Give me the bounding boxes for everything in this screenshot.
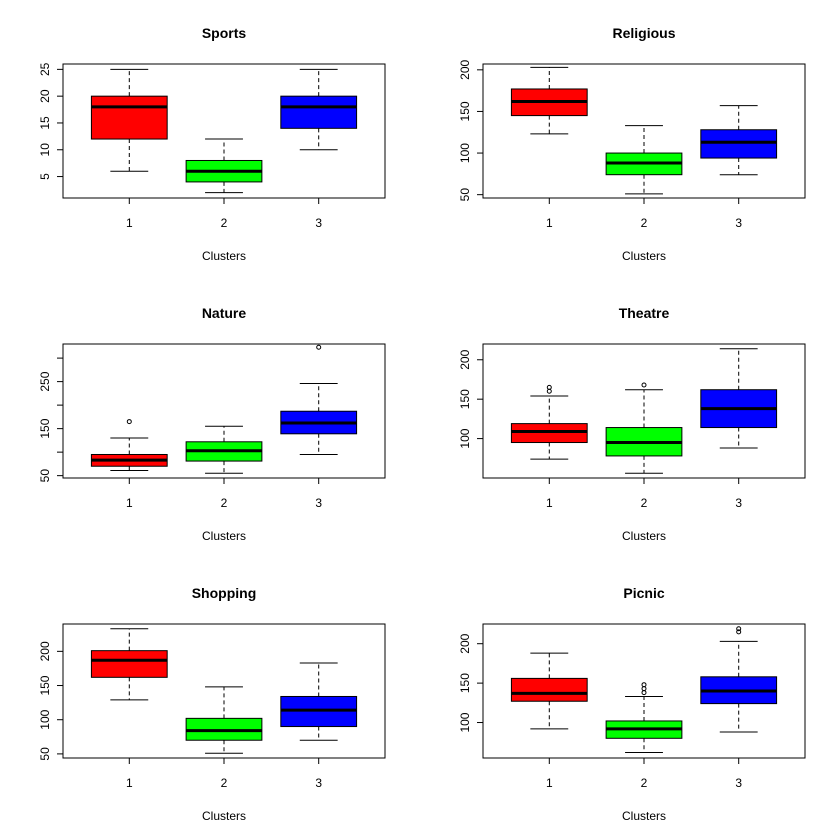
- chart-title: Picnic: [623, 585, 664, 601]
- panel-shopping: Shopping Clusters 1 2 3 50 100 150 200: [38, 585, 386, 823]
- x-tick-label: 2: [221, 496, 228, 510]
- box-cluster-2: [605, 682, 683, 753]
- y-tick-label: 100: [458, 712, 472, 732]
- chart-title: Nature: [202, 305, 247, 321]
- x-axis-label: Clusters: [202, 249, 246, 263]
- y-tick-label: 150: [38, 418, 52, 438]
- y-tick-label: 200: [458, 633, 472, 653]
- outlier-point: [546, 388, 552, 394]
- x-tick-label: 3: [735, 216, 742, 230]
- box-cluster-2: [605, 382, 683, 474]
- y-tick-label: 100: [458, 143, 472, 163]
- x-axis-label: Clusters: [202, 529, 246, 543]
- box-cluster-2: [185, 686, 263, 754]
- chart-title: Religious: [612, 25, 675, 41]
- x-tick-label: 2: [221, 776, 228, 790]
- panel-sports: Sports Clusters 1 2 3 5 10 15 20 25: [38, 25, 386, 263]
- outlier-point: [736, 626, 742, 632]
- outlier-point: [736, 629, 742, 635]
- y-tick-label: 100: [458, 428, 472, 448]
- y-tick-label: 250: [38, 371, 52, 391]
- x-tick-label: 3: [735, 496, 742, 510]
- x-tick-label: 1: [546, 776, 553, 790]
- box-cluster-1: [510, 384, 588, 460]
- y-tick-label: 50: [458, 188, 472, 202]
- box-cluster-1: [510, 66, 588, 135]
- x-tick-label: 1: [126, 496, 133, 510]
- y-tick-label: 10: [38, 143, 52, 157]
- panel-theatre: Theatre Clusters 1 2 3 100 150 200: [458, 305, 806, 543]
- y-tick-label: 150: [458, 389, 472, 409]
- box-cluster-2: [605, 125, 683, 195]
- x-tick-label: 1: [546, 216, 553, 230]
- box-cluster-2: [185, 138, 263, 194]
- box-cluster-1: [90, 419, 168, 471]
- y-tick-label: 5: [38, 173, 52, 180]
- x-tick-label: 2: [641, 496, 648, 510]
- panel-nature: Nature Clusters 1 2 3 50 150 250: [38, 305, 386, 543]
- box-cluster-1: [510, 652, 588, 730]
- iqr-box: [280, 95, 358, 129]
- chart-title: Shopping: [192, 585, 257, 601]
- x-tick-label: 3: [315, 496, 322, 510]
- iqr-box: [510, 423, 588, 444]
- y-tick-label: 200: [458, 349, 472, 369]
- outlier-point: [641, 682, 647, 688]
- iqr-box: [700, 129, 778, 159]
- x-tick-label: 3: [735, 776, 742, 790]
- x-axis-label: Clusters: [622, 249, 666, 263]
- outlier-point: [316, 344, 322, 350]
- x-tick-label: 2: [641, 776, 648, 790]
- x-axis-label: Clusters: [622, 809, 666, 823]
- box-cluster-3: [700, 105, 778, 176]
- iqr-box: [90, 95, 168, 140]
- x-tick-label: 1: [126, 216, 133, 230]
- box-cluster-1: [90, 68, 168, 172]
- box-cluster-3: [280, 68, 358, 151]
- panel-picnic: Picnic Clusters 1 2 3 100 150 200: [458, 585, 806, 823]
- x-axis-label: Clusters: [202, 809, 246, 823]
- y-tick-label: 50: [38, 747, 52, 761]
- x-tick-label: 1: [546, 496, 553, 510]
- y-tick-label: 25: [38, 62, 52, 76]
- box-cluster-3: [280, 344, 358, 455]
- iqr-box: [510, 677, 588, 702]
- y-tick-label: 200: [458, 59, 472, 79]
- y-tick-label: 50: [38, 469, 52, 483]
- iqr-box: [90, 650, 168, 678]
- outlier-point: [641, 690, 647, 696]
- box-cluster-3: [700, 626, 778, 733]
- y-tick-label: 150: [458, 673, 472, 693]
- y-tick-label: 150: [38, 675, 52, 695]
- x-tick-label: 2: [221, 216, 228, 230]
- y-tick-label: 15: [38, 116, 52, 130]
- x-tick-label: 3: [315, 216, 322, 230]
- panel-religious: Religious Clusters 1 2 3 50 100 150 200: [458, 25, 806, 263]
- y-tick-label: 20: [38, 89, 52, 103]
- chart-title: Theatre: [619, 305, 670, 321]
- x-tick-label: 1: [126, 776, 133, 790]
- outlier-point: [126, 419, 132, 425]
- box-cluster-1: [90, 628, 168, 701]
- outlier-point: [546, 384, 552, 390]
- x-tick-label: 2: [641, 216, 648, 230]
- outlier-point: [641, 686, 647, 692]
- y-tick-label: 150: [458, 101, 472, 121]
- x-axis-label: Clusters: [622, 529, 666, 543]
- box-cluster-3: [700, 348, 778, 449]
- outlier-point: [641, 382, 647, 388]
- y-tick-label: 100: [38, 709, 52, 729]
- y-tick-label: 200: [38, 641, 52, 661]
- chart-title: Sports: [202, 25, 247, 41]
- box-cluster-2: [185, 425, 263, 474]
- box-cluster-3: [280, 662, 358, 741]
- x-tick-label: 3: [315, 776, 322, 790]
